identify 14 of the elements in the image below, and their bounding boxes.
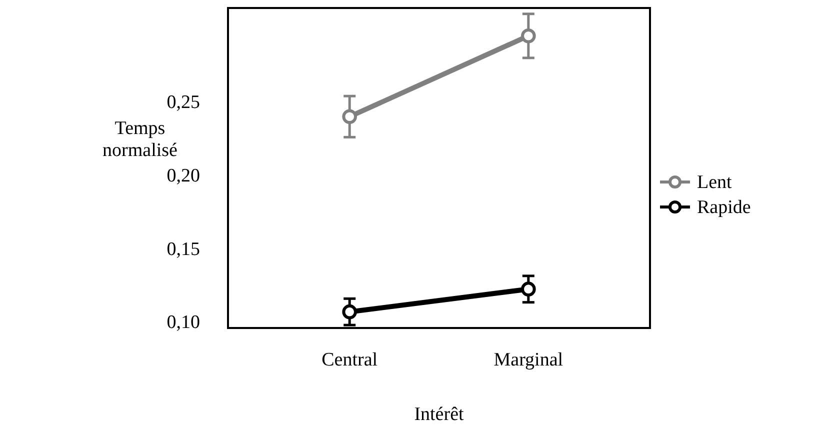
y-axis-title: Temps normalisé	[102, 118, 178, 161]
point	[520, 282, 536, 297]
x-axis-title: Intérêt	[414, 404, 465, 425]
y-tick-label: 0,20	[166, 165, 200, 186]
point	[520, 28, 536, 44]
y-tick-label: 0,10	[166, 312, 200, 334]
point	[342, 304, 358, 320]
legend-label: Lent	[697, 172, 733, 193]
x-tick-label: Marginal	[494, 349, 564, 370]
x-tick-label: Central	[322, 349, 378, 370]
legend-label: Rapide	[697, 197, 751, 218]
y-tick-label: 0,15	[166, 238, 200, 260]
y-tick-label: 0,25	[166, 92, 200, 114]
point	[342, 109, 358, 124]
